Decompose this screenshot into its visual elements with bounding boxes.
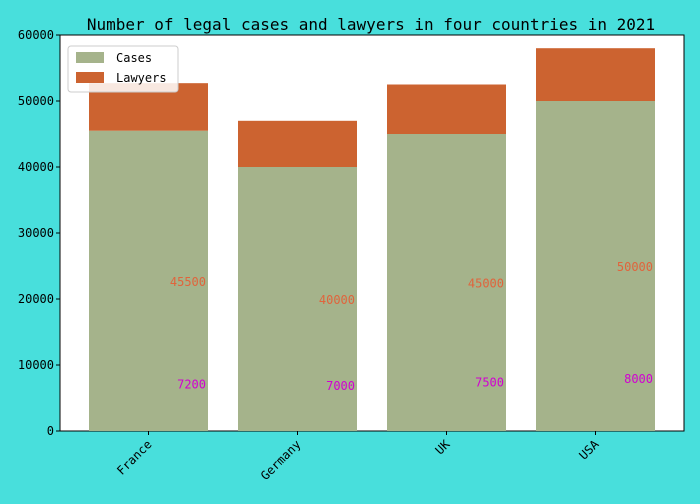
chart-title: Number of legal cases and lawyers in fou… xyxy=(87,15,655,34)
bar-lawyers-germany xyxy=(238,120,357,167)
x-tick-label: France xyxy=(114,437,155,478)
bar-cases-france xyxy=(89,130,208,431)
bars-group xyxy=(89,48,655,431)
bar-lawyers-uk xyxy=(387,84,506,134)
data-label-cases-france: 45500 xyxy=(170,275,206,289)
legend-swatch-lawyers xyxy=(76,72,104,83)
x-tick-label: UK xyxy=(433,437,454,458)
bar-cases-usa xyxy=(536,101,655,431)
legend-swatch-cases xyxy=(76,52,104,63)
y-tick-label: 0 xyxy=(47,424,54,438)
data-label-cases-germany: 40000 xyxy=(319,293,355,307)
legend: Cases Lawyers xyxy=(67,45,179,93)
data-label-cases-usa: 50000 xyxy=(617,260,653,274)
y-tick-label: 40000 xyxy=(18,160,54,174)
y-axis: 0 10000 20000 30000 40000 50000 60000 xyxy=(18,28,60,438)
data-label-lawyers-uk: 7500 xyxy=(475,376,504,390)
data-label-lawyers-usa: 8000 xyxy=(624,372,653,386)
legend-label-lawyers: Lawyers xyxy=(116,71,167,85)
data-label-cases-uk: 45000 xyxy=(468,277,504,291)
y-tick-label: 30000 xyxy=(18,226,54,240)
y-tick-label: 10000 xyxy=(18,358,54,372)
x-tick-label: USA xyxy=(576,437,602,463)
bar-cases-uk xyxy=(387,134,506,431)
data-labels-group: 45500 7200 40000 7000 45000 7500 50000 8000 xyxy=(170,260,653,393)
bar-cases-germany xyxy=(238,167,357,431)
legend-label-cases: Cases xyxy=(116,51,152,65)
y-tick-label: 60000 xyxy=(18,28,54,42)
x-axis: France Germany UK USA xyxy=(114,431,602,483)
y-tick-label: 50000 xyxy=(18,94,54,108)
data-label-lawyers-france: 7200 xyxy=(177,377,206,391)
x-tick-label: Germany xyxy=(258,437,304,483)
data-label-lawyers-germany: 7000 xyxy=(326,379,355,393)
bar-lawyers-usa xyxy=(536,48,655,101)
y-tick-label: 20000 xyxy=(18,292,54,306)
